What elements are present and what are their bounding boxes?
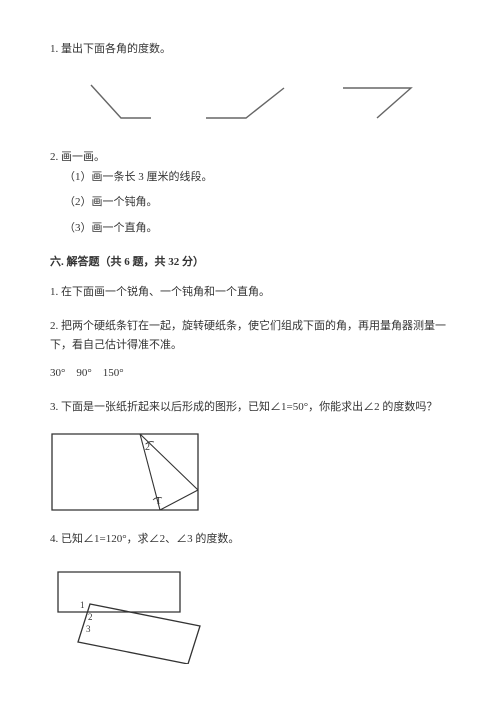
a2-text: 2. 把两个硬纸条钉在一起，旋转硬纸条，使它们组成下面的角，再用量角器测量一下，… — [50, 317, 450, 357]
q2-text: 2. 画一画。 — [50, 148, 450, 168]
section-6-heading: 六. 解答题（共 6 题，共 32 分） — [50, 253, 450, 273]
q2-sub3: （3）画一个直角。 — [50, 219, 450, 239]
question-2: 2. 画一画。 （1）画一条长 3 厘米的线段。 （2）画一个钝角。 （3）画一… — [50, 148, 450, 239]
answer-q4: 4. 已知∠1=120°，求∠2、∠3 的度数。 — [50, 530, 450, 550]
angles-figure-row — [50, 80, 450, 120]
label-1: 1 — [80, 600, 85, 610]
fold-paper-diagram: 2 1 — [50, 432, 200, 512]
q2-sub2: （2）画一个钝角。 — [50, 193, 450, 213]
answer-q3: 3. 下面是一张纸折起来以后形成的图形，已知∠1=50°，你能求出∠2 的度数吗… — [50, 398, 450, 418]
overlapping-rects-diagram: 1 2 3 — [50, 564, 210, 664]
answer-q1: 1. 在下面画一个锐角、一个钝角和一个直角。 — [50, 283, 450, 303]
angle-figure-1 — [83, 80, 153, 120]
question-1: 1. 量出下面各角的度数。 — [50, 40, 450, 60]
answer-q2: 2. 把两个硬纸条钉在一起，旋转硬纸条，使它们组成下面的角，再用量角器测量一下，… — [50, 317, 450, 384]
figure-3: 2 1 — [50, 432, 450, 512]
label-2: 2 — [88, 612, 93, 622]
angle-figure-2 — [200, 80, 290, 120]
label-angle-2: 2 — [145, 442, 150, 453]
label-3: 3 — [86, 624, 91, 634]
angle-figure-3 — [337, 82, 417, 120]
figure-4: 1 2 3 — [50, 564, 450, 664]
q2-sub1: （1）画一条长 3 厘米的线段。 — [50, 168, 450, 188]
a2-values: 30° 90° 150° — [50, 364, 450, 384]
q1-text: 1. 量出下面各角的度数。 — [50, 43, 171, 55]
